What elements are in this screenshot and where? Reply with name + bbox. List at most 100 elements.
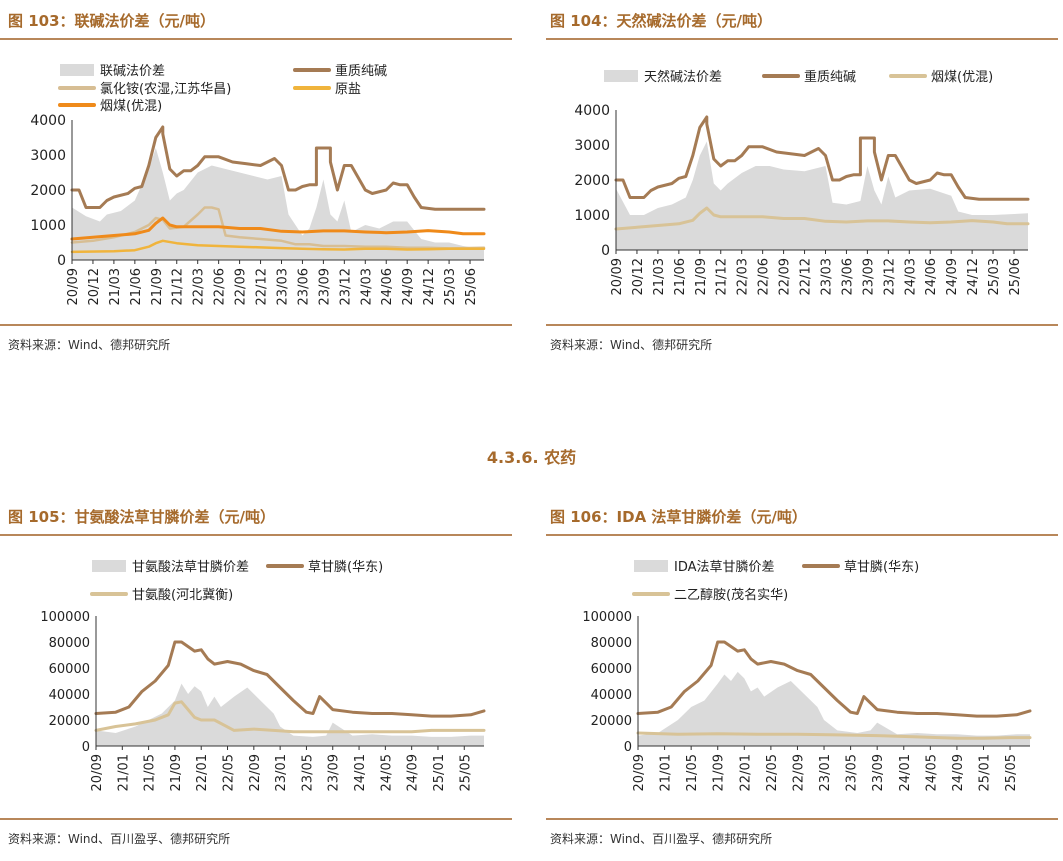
series-area-0 [96,683,484,746]
x-tick-label: 23/01 [818,754,833,791]
x-tick-label: 22/01 [738,754,753,791]
legend-label: 草甘膦(华东) [308,560,383,575]
x-tick-label: 24/03 [903,258,918,295]
x-tick-label: 24/01 [898,754,913,791]
figure-105: 图 105：甘氨酸法草甘膦价差（元/吨） 0 20000 40000 60000 800… [0,496,512,861]
x-tick-label: 23/06 [296,268,311,305]
x-tick-label: 24/12 [966,258,981,295]
y-tick-label: 20000 [591,714,632,729]
x-tick-label: 22/03 [192,268,207,305]
y-tick-label: 0 [82,740,90,755]
legend-label: 烟煤(优混) [100,99,162,114]
x-tick-label: 22/01 [195,754,210,791]
x-tick-label: 23/09 [861,258,876,295]
figure-103: 图 103：联碱法价差（元/吨） 0 1000 2000 3000 4000 20/09 2… [0,0,512,365]
x-tick-label: 24/09 [951,754,966,791]
x-tick-label: 24/09 [406,754,421,791]
x-tick-label: 23/05 [300,754,315,791]
y-tick-label: 60000 [49,662,90,677]
y-tick-label: 0 [601,243,610,259]
series-line-3 [70,239,486,254]
x-tick-label: 20/09 [610,258,625,295]
source-rule [546,818,1058,820]
figure-104: 图 104：天然碱法价差（元/吨） 0 1000 2000 3000 4000 20/09… [546,0,1058,365]
x-tick-label: 22/05 [222,754,237,791]
series-line-1 [94,640,486,718]
legend-label: 二乙醇胺(茂名实华) [674,587,788,603]
x-tick-label: 21/03 [652,258,667,295]
x-tick-label: 23/06 [840,258,855,295]
x-tick-label: 21/06 [129,268,144,305]
y-tick-label: 3000 [30,148,66,164]
chart-figure-104: 0 1000 2000 3000 4000 20/09 20/12 21/03 21/06 21/… [574,69,1030,295]
title-rule [546,534,1058,536]
legend-label: 联碱法价差 [100,64,165,79]
series-line-2 [94,700,486,734]
section-heading: 4.3.6. 农药 [486,448,577,467]
x-tick-label: 20/09 [632,754,647,791]
y-tick-label: 3000 [574,138,610,154]
x-tick-label: 21/01 [116,754,131,791]
chart-figure-106: 0 20000 40000 60000 80000 100000 20/09 21/01 21/… [582,560,1032,791]
y-tick-label: 2000 [30,183,66,199]
series-line-1 [70,125,486,211]
x-tick-label: 22/09 [778,258,793,295]
x-tick-label: 23/01 [274,754,289,791]
y-tick-label: 1000 [574,208,610,224]
legend-swatch [92,560,126,572]
x-tick-label: 22/03 [736,258,751,295]
x-tick-label: 22/05 [765,754,780,791]
x-tick-label: 24/09 [401,268,416,305]
series-line-1 [614,115,1030,201]
x-tick-label: 20/12 [631,258,646,295]
series-area-0 [72,148,484,260]
x-tick-label: 23/03 [275,268,290,305]
legend-label: 天然碱法价差 [644,69,722,85]
x-tick-label: 21/09 [712,754,727,791]
y-tick-label: 40000 [591,688,632,703]
x-tick-label: 25/06 [1008,258,1023,295]
x-tick-label: 22/06 [757,258,772,295]
legend-label: 甘氨酸法草甘膦价差 [132,560,249,575]
x-tick-label: 20/09 [90,754,105,791]
y-tick-label: 4000 [30,113,66,129]
x-tick-label: 22/12 [799,258,814,295]
x-tick-label: 23/05 [845,754,860,791]
y-tick-label: 80000 [49,636,90,651]
series-line-2 [614,206,1030,231]
series-line-2 [70,206,486,250]
x-tick-label: 25/05 [458,754,473,791]
y-tick-label: 80000 [591,636,632,651]
source-note: 资料来源：Wind、百川盈孚、德邦研究所 [550,832,773,846]
x-tick-label: 22/09 [791,754,806,791]
legend-label: 重质纯碱 [335,63,387,79]
x-tick-label: 25/03 [443,268,458,305]
legend-swatch [60,64,94,76]
source-note: 资料来源：Wind、德邦研究所 [8,338,171,352]
title-rule [0,38,512,40]
title-rule [0,534,512,536]
legend-label: 烟煤(优混) [931,70,993,85]
legend-label: 甘氨酸(河北冀衡) [132,587,233,603]
y-tick-label: 40000 [49,688,90,703]
x-tick-label: 21/03 [108,268,123,305]
x-tick-label: 24/05 [379,754,394,791]
x-tick-label: 24/06 [924,258,939,295]
x-tick-label: 23/12 [338,268,353,305]
x-tick-label: 24/09 [945,258,960,295]
source-rule [0,324,512,326]
figure-title: 图 106：IDA 法草甘膦价差（元/吨） [550,508,807,526]
y-tick-label: 2000 [574,173,610,189]
x-tick-label: 23/12 [882,258,897,295]
legend-label: 草甘膦(华东) [844,560,919,575]
figure-106: 图 106：IDA 法草甘膦价差（元/吨） 0 20000 40000 60000 80… [546,496,1058,861]
x-tick-label: 21/09 [150,268,165,305]
x-tick-label: 21/05 [685,754,700,791]
x-tick-label: 22/06 [213,268,228,305]
x-tick-label: 25/03 [987,258,1002,295]
x-tick-label: 25/01 [977,754,992,791]
x-tick-label: 21/09 [169,754,184,791]
y-tick-label: 100000 [40,610,90,625]
legend-label: 重质纯碱 [804,69,856,85]
x-tick-label: 20/12 [87,268,102,305]
